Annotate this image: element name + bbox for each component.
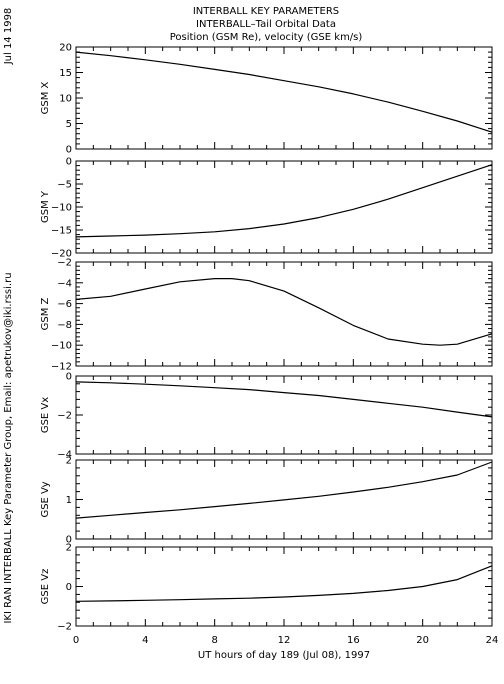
panel-5: 2 1 0 GSE Vy — [40, 456, 493, 546]
series-line — [75, 565, 493, 602]
series-line — [75, 51, 493, 133]
x-tick-label: 8 — [211, 635, 217, 646]
panel-frame — [75, 261, 493, 367]
y-axis-label: GSE Vy — [40, 481, 51, 517]
y-tick-label: 2 — [66, 543, 72, 554]
y-tick-label: −4 — [57, 450, 72, 461]
panel-frame — [75, 160, 493, 254]
series-line — [75, 278, 493, 346]
x-axis-ticks: 0 4 8 12 16 20 24 — [73, 635, 499, 646]
panel-2: 0 −5 −10 −15 −20 GSM Y — [40, 157, 493, 260]
y-tick-label: 20 — [59, 43, 72, 54]
y-axis-label: GSE Vx — [40, 397, 51, 433]
y-tick-label: −15 — [51, 226, 72, 237]
y-tick-label: 2 — [66, 456, 72, 467]
panel-1: 20 15 10 5 0 GSM X — [40, 43, 493, 156]
series-line — [75, 381, 493, 418]
y-tick-label: 5 — [66, 119, 72, 130]
panel-frame — [75, 375, 493, 455]
series-line — [75, 461, 493, 519]
y-tick-label: −12 — [51, 362, 72, 373]
y-axis-label: GSM Z — [40, 297, 51, 330]
y-tick-label: 0 — [66, 372, 72, 383]
y-tick-label: 0 — [66, 582, 72, 593]
chart-title-line-1: INTERBALL KEY PARAMETERS — [193, 6, 339, 17]
panel-3: −2 −4 −6 −8 −10 −12 GSM Z — [40, 258, 493, 373]
y-tick-label: −2 — [57, 258, 72, 269]
x-tick-label: 16 — [347, 635, 360, 646]
chart-title-line-3: Position (GSM Re), velocity (GSE km/s) — [170, 32, 363, 43]
panel-4: 0 −2 −4 GSE Vx — [40, 372, 493, 461]
credit-text: IKI RAN INTERBALL Key Parameter Group, E… — [3, 272, 14, 623]
panel-frame — [75, 546, 493, 627]
x-tick-label: 24 — [486, 635, 499, 646]
y-axis-label: GSE Vz — [40, 569, 51, 605]
series-line — [75, 164, 493, 238]
x-tick-label: 20 — [416, 635, 429, 646]
plot-date: Jul 14 1998 — [3, 8, 14, 66]
y-tick-label: 10 — [59, 94, 72, 105]
y-tick-label: −2 — [57, 622, 72, 633]
y-tick-label: −5 — [57, 180, 72, 191]
y-tick-label: 15 — [59, 68, 72, 79]
y-tick-label: 1 — [66, 495, 72, 506]
y-tick-label: 0 — [66, 145, 72, 156]
y-tick-label: 0 — [66, 535, 72, 546]
y-tick-label: 0 — [66, 157, 72, 168]
chart-title-line-2: INTERBALL–Tail Orbital Data — [196, 19, 336, 30]
y-tick-label: −20 — [51, 249, 72, 260]
panel-6: 2 0 −2 GSE Vz — [40, 543, 493, 633]
y-axis-label: GSM X — [40, 81, 51, 114]
y-axis-label: GSM Y — [40, 190, 51, 223]
x-tick-label: 12 — [278, 635, 291, 646]
x-tick-label: 0 — [73, 635, 79, 646]
x-tick-label: 4 — [142, 635, 148, 646]
y-tick-label: −4 — [57, 278, 72, 289]
x-axis-label: UT hours of day 189 (Jul 08), 1997 — [198, 650, 370, 661]
y-tick-label: −8 — [57, 320, 72, 331]
panel-frame — [75, 46, 493, 150]
y-tick-label: −10 — [51, 341, 72, 352]
y-tick-label: −2 — [57, 411, 72, 422]
y-tick-label: −10 — [51, 203, 72, 214]
y-tick-label: −6 — [57, 299, 72, 310]
